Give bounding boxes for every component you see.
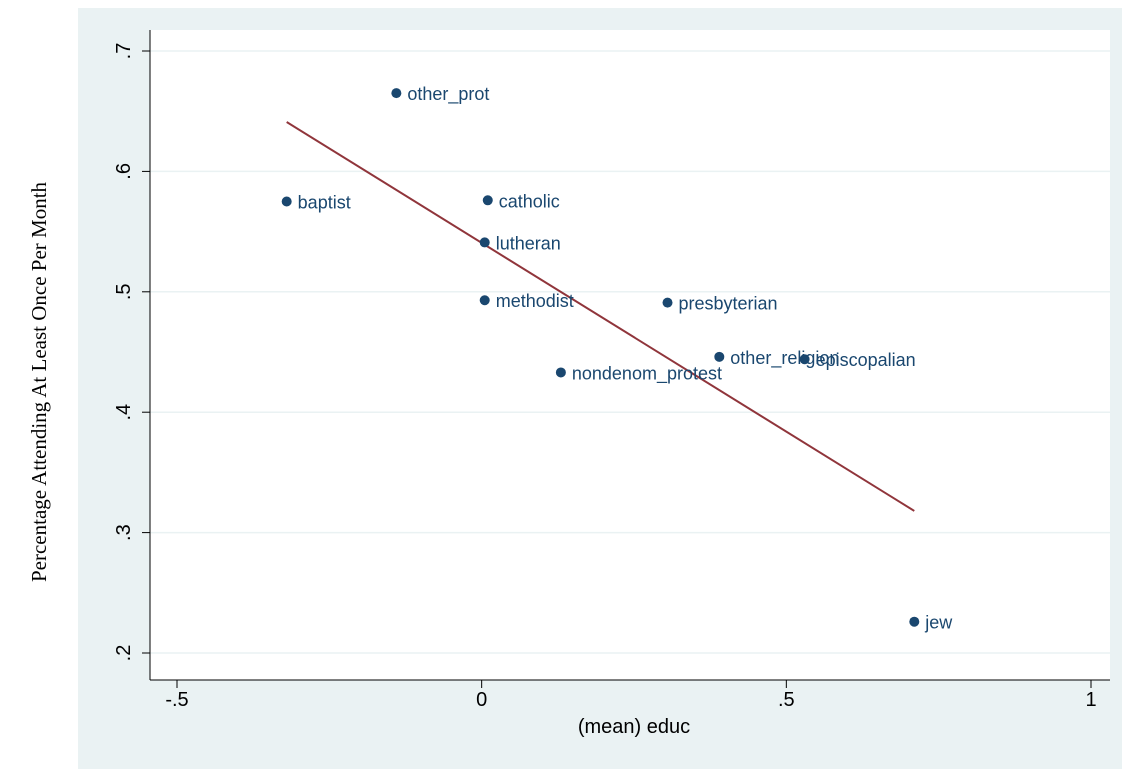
x-tick-label: .5 [778,689,795,711]
data-point [479,237,490,248]
data-point [555,367,566,378]
x-tick-label: 0 [476,689,487,711]
data-point-label: presbyterian [679,294,778,314]
y-tick-label: .2 [113,645,135,662]
data-point-label: baptist [298,193,351,213]
data-point-label: lutheran [496,233,561,253]
x-axis-ticks: -.5 0 .5 1 [165,680,1097,711]
data-point-label: other_religion [730,348,839,369]
y-axis-ticks: .2 .3 .4 .5 .6 .7 [113,43,150,662]
data-point-label: episcopalian [816,350,916,370]
data-point-label: nondenom_protest [572,363,722,384]
data-point-label: other_prot [407,84,489,105]
data-point-label: methodist [496,291,574,311]
gridlines [150,50,1110,654]
fit-line [286,121,915,512]
plot-area-background [150,30,1110,680]
data-point-label: catholic [499,191,560,211]
data-point [799,354,810,365]
data-point [714,351,725,362]
data-point-label: jew [924,613,953,633]
y-tick-label: .4 [113,404,135,421]
y-tick-label: .5 [113,283,135,300]
data-point [482,195,493,206]
fit-line-group [286,121,915,512]
data-point [662,297,673,308]
y-tick-label: .7 [113,43,135,60]
y-tick-label: .6 [113,163,135,180]
data-point [391,88,402,99]
axes [149,30,1110,681]
x-tick-label: 1 [1085,689,1096,711]
x-tick-label: -.5 [165,689,188,711]
y-axis-title: Percentage Attending At Least Once Per M… [27,181,51,582]
data-point [281,196,292,207]
x-axis-title: (mean) educ [578,716,690,738]
data-point [479,295,490,306]
data-point [909,616,920,627]
y-tick-label: .3 [113,524,135,541]
